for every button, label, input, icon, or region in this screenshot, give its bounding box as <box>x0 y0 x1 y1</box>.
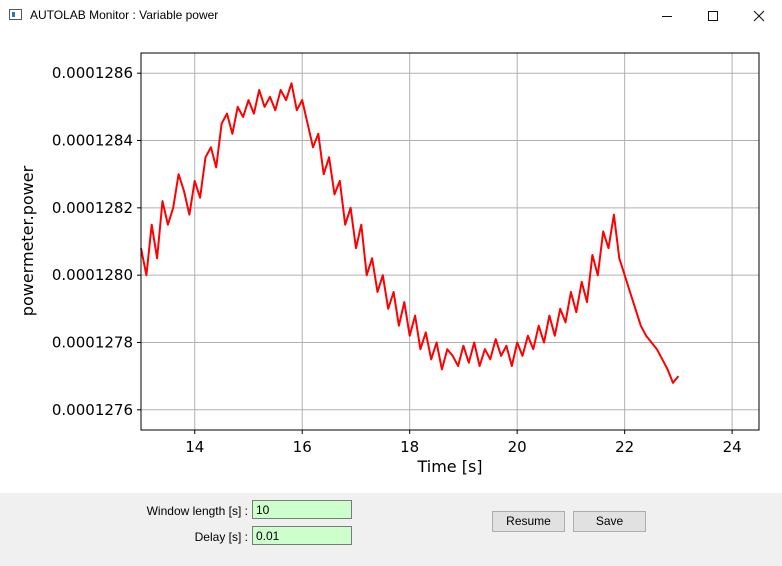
x-tick-label: 14 <box>185 438 204 456</box>
x-tick-label: 18 <box>400 438 419 456</box>
axes-frame <box>140 52 760 431</box>
save-button[interactable]: Save <box>573 511 646 532</box>
window-length-label: Window length [s] : <box>146 504 248 518</box>
close-button[interactable] <box>736 0 782 31</box>
x-tick-label: 24 <box>723 438 742 456</box>
x-tick-label: 16 <box>293 438 312 456</box>
maximize-button[interactable] <box>690 0 736 31</box>
close-icon <box>753 10 765 21</box>
control-panel: Window length [s] : 10 Delay [s] : 0.01 … <box>0 493 782 566</box>
resume-button[interactable]: Resume <box>492 511 565 532</box>
x-tick-label: 20 <box>508 438 527 456</box>
y-tick-label: 0.0001284 <box>52 132 133 150</box>
y-tick-label: 0.0001282 <box>52 199 133 217</box>
power-series-line <box>140 82 680 384</box>
maximize-icon <box>708 10 718 21</box>
y-tick-label: 0.0001286 <box>52 64 133 82</box>
title-bar: AUTOLAB Monitor : Variable power <box>0 0 782 31</box>
y-tick-label: 0.0001278 <box>52 333 133 351</box>
delay-field[interactable]: 0.01 <box>252 526 352 545</box>
delay-label: Delay [s] : <box>194 530 248 544</box>
minimize-icon <box>662 15 672 17</box>
plot-area: 14 16 18 20 22 24 0.0001276 0.0001278 0.0001280 0… <box>0 31 782 493</box>
power-chart: 14 16 18 20 22 24 0.0001276 0.0001278 0.0001280 0… <box>18 52 760 476</box>
x-axis-label: Time [s] <box>416 457 482 476</box>
window-title: AUTOLAB Monitor : Variable power <box>30 8 219 22</box>
y-tick-label: 0.0001280 <box>52 266 133 284</box>
minimize-button[interactable] <box>644 0 690 31</box>
y-tick-label: 0.0001276 <box>52 401 133 419</box>
app-icon <box>9 9 22 20</box>
window-length-field[interactable]: 10 <box>252 500 352 519</box>
y-axis-label: powermeter.power <box>18 165 37 316</box>
x-tick-label: 22 <box>615 438 634 456</box>
